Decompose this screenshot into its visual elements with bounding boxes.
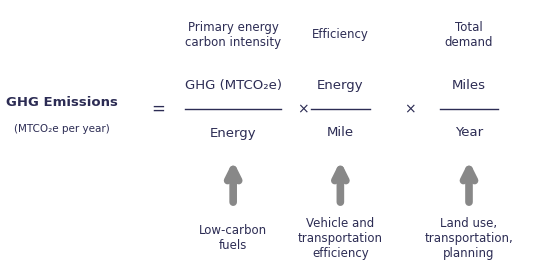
Text: ×: × (297, 102, 309, 116)
Text: Total
demand: Total demand (445, 20, 493, 49)
Text: Miles: Miles (452, 79, 486, 92)
Text: Low-carbon
fuels: Low-carbon fuels (199, 224, 267, 252)
Text: Energy: Energy (317, 79, 363, 92)
Text: Efficiency: Efficiency (312, 28, 369, 41)
Text: =: = (151, 100, 165, 118)
Text: Vehicle and
transportation
efficiency: Vehicle and transportation efficiency (298, 217, 383, 260)
Text: GHG (MTCO₂e): GHG (MTCO₂e) (185, 79, 281, 92)
Text: Mile: Mile (327, 127, 354, 139)
Text: (MTCO₂e per year): (MTCO₂e per year) (14, 124, 109, 134)
Text: ×: × (404, 102, 416, 116)
Text: Land use,
transportation,
planning: Land use, transportation, planning (425, 217, 513, 260)
Text: GHG Emissions: GHG Emissions (6, 96, 117, 109)
Text: Year: Year (455, 127, 483, 139)
Text: Primary energy
carbon intensity: Primary energy carbon intensity (185, 20, 281, 49)
Text: Energy: Energy (210, 127, 256, 139)
